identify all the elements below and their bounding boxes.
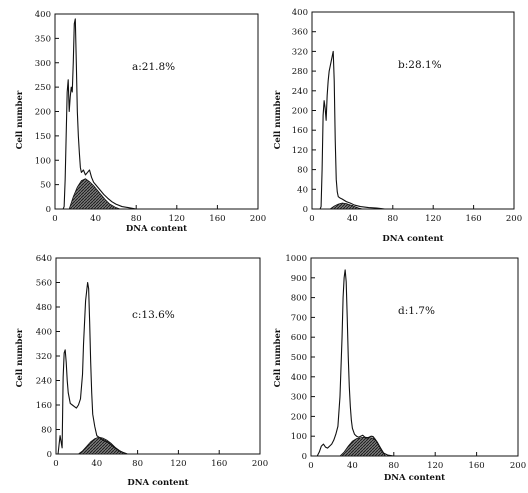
y-tick-label: 560 (36, 279, 52, 289)
percentage-annotation: a:21.8% (132, 61, 175, 73)
y-tick-label: 400 (292, 8, 308, 18)
histogram-line (56, 281, 138, 455)
y-tick-label: 40 (297, 185, 308, 195)
x-tick-label: 160 (211, 459, 227, 469)
x-tick-label: 200 (250, 214, 266, 224)
y-tick-label: 160 (292, 126, 308, 136)
histogram-panel-4: 0 100 200 300 400 500 600 700 800 900 1000 0 40 80 120… (273, 254, 526, 483)
x-tick-label: 0 (308, 461, 313, 471)
y-tick-label: 240 (292, 87, 308, 97)
x-tick-label: 0 (53, 459, 58, 469)
y-tick-label: 50 (40, 181, 51, 191)
histogram-panel-3: 0 80 160 240 320 400 480 560 640 0 40 80 120 160 200 c:… (15, 254, 268, 488)
y-tick-label: 320 (292, 47, 308, 57)
percentage-annotation: d:1.7% (398, 305, 435, 317)
x-tick-label: 120 (170, 459, 186, 469)
y-tick-label: 500 (291, 353, 307, 363)
shaded-peak-area (328, 202, 363, 210)
x-axis-label: DNA content (126, 224, 187, 234)
x-tick-label: 160 (468, 461, 484, 471)
y-tick-label: 350 (35, 34, 51, 44)
x-tick-label: 120 (169, 214, 185, 224)
histogram-line (312, 50, 403, 210)
x-tick-label: 80 (131, 214, 142, 224)
y-tick-label: 80 (297, 166, 308, 176)
y-tick-label: 250 (35, 83, 51, 93)
y-tick-label: 400 (35, 10, 51, 20)
y-tick-label: 280 (292, 67, 308, 77)
x-tick-label: 80 (132, 459, 143, 469)
x-tick-label: 160 (209, 214, 225, 224)
histogram-line (55, 18, 157, 210)
histogram-panel-2: 0 40 80 120 160 200 240 280 320 360 400 0 40 80 120 160… (273, 8, 522, 244)
y-axis-label: Cell number (15, 328, 25, 387)
y-tick-label: 0 (47, 450, 52, 460)
y-tick-label: 640 (36, 254, 52, 264)
y-tick-label: 200 (292, 107, 308, 117)
x-tick-label: 40 (91, 459, 102, 469)
plot-frame (311, 11, 515, 210)
y-tick-label: 1000 (285, 254, 307, 264)
x-tick-label: 40 (347, 214, 358, 224)
x-tick-label: 40 (90, 214, 101, 224)
plot-frame (310, 257, 519, 457)
y-tick-label: 0 (302, 452, 307, 462)
y-tick-label: 160 (36, 401, 52, 411)
histogram-panel-1: 0 50 100 150 200 250 300 350 400 0 40 80 120 160 200 a:… (15, 10, 266, 234)
x-tick-label: 200 (510, 461, 526, 471)
y-axis-label: Cell number (15, 90, 25, 149)
x-tick-label: 200 (506, 214, 522, 224)
y-tick-label: 400 (291, 373, 307, 383)
x-tick-label: 120 (427, 461, 443, 471)
shaded-peak-area (68, 178, 121, 210)
y-tick-label: 300 (291, 393, 307, 403)
x-tick-label: 200 (252, 459, 268, 469)
x-tick-label: 120 (425, 214, 441, 224)
y-axis-label: Cell number (273, 328, 283, 387)
x-tick-label: 160 (465, 214, 481, 224)
x-tick-label: 0 (52, 214, 57, 224)
y-tick-label: 80 (41, 426, 52, 436)
x-tick-label: 80 (388, 461, 399, 471)
y-tick-label: 360 (292, 28, 308, 38)
y-tick-label: 400 (36, 328, 52, 338)
x-tick-label: 80 (387, 214, 398, 224)
y-tick-label: 240 (36, 377, 52, 387)
y-tick-label: 100 (35, 156, 51, 166)
y-tick-label: 200 (35, 108, 51, 118)
shaded-peak-area (338, 436, 387, 457)
y-tick-label: 700 (291, 313, 307, 323)
y-tick-label: 900 (291, 274, 307, 284)
y-tick-label: 800 (291, 294, 307, 304)
x-axis-label: DNA content (384, 473, 445, 483)
histogram-line (311, 269, 405, 457)
y-tick-label: 480 (36, 303, 52, 313)
percentage-annotation: c:13.6% (132, 309, 175, 321)
y-axis-label: Cell number (273, 90, 283, 149)
y-tick-label: 120 (292, 146, 308, 156)
percentage-annotation: b:28.1% (398, 59, 442, 71)
x-tick-label: 0 (309, 214, 314, 224)
y-tick-label: 150 (35, 132, 51, 142)
x-tick-label: 40 (347, 461, 358, 471)
y-tick-label: 200 (291, 412, 307, 422)
y-tick-label: 600 (291, 333, 307, 343)
y-tick-label: 300 (35, 59, 51, 69)
x-axis-label: DNA content (382, 234, 443, 244)
x-axis-label: DNA content (127, 478, 188, 488)
y-tick-label: 100 (291, 432, 307, 442)
y-tick-label: 320 (36, 352, 52, 362)
y-tick-label: 0 (46, 205, 51, 215)
y-tick-label: 0 (303, 205, 308, 215)
